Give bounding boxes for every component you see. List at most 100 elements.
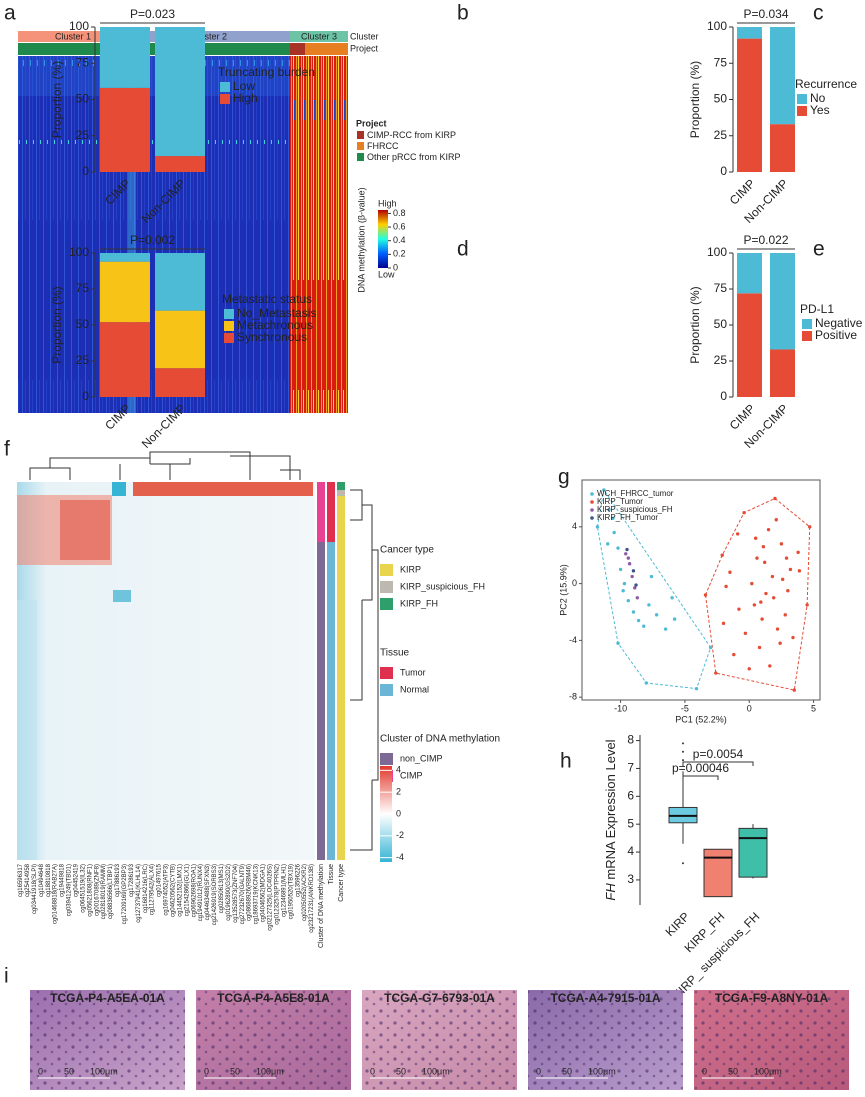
- cluster-hull: [704, 497, 811, 691]
- point: [773, 496, 777, 501]
- track-label: Cluster: [350, 31, 379, 41]
- outlier: [682, 750, 684, 753]
- y-tick-label: 0: [572, 578, 577, 588]
- legend-swatch: [797, 94, 807, 104]
- point: [737, 607, 741, 611]
- box: [703, 848, 733, 898]
- scale-label: 100μm: [422, 1066, 450, 1076]
- legend-title: Metastatic status: [222, 292, 312, 306]
- y-tick-label: 8: [627, 733, 634, 747]
- point: [752, 603, 757, 607]
- point: [602, 488, 606, 492]
- sample-label: TCGA-A4-7915-01A: [550, 991, 660, 1005]
- y-tick-label: -4: [569, 635, 577, 645]
- histology-texture: [694, 990, 849, 1090]
- bar-segment: [737, 38, 762, 172]
- bar-segment: [100, 261, 150, 323]
- legend-marker: [590, 508, 594, 512]
- point: [611, 516, 615, 521]
- heatmap-shade: [133, 482, 313, 496]
- y-tick-label: 0: [720, 389, 727, 403]
- bar-segment: [155, 253, 205, 311]
- legend-label: Other pRCC from KIRP: [367, 152, 461, 162]
- column-label: cg00167089(ZNF8): [94, 864, 100, 916]
- point: [779, 542, 784, 546]
- point: [714, 671, 718, 675]
- y-tick-label: 75: [714, 281, 728, 295]
- scale-label: 50: [562, 1066, 572, 1076]
- column-label: cg17886193: [115, 863, 121, 897]
- column-label: cg18693719(KCNK13): [254, 864, 260, 924]
- plot-frame: [581, 479, 821, 701]
- point: [621, 589, 625, 593]
- scale-label: 50: [396, 1066, 406, 1076]
- bar-segment: [100, 87, 150, 172]
- scale-label: 0: [38, 1066, 43, 1076]
- y-tick-label: 100: [69, 245, 89, 259]
- legend-label: KIRP_FH_Tumor: [597, 513, 658, 522]
- legend-label: Tumor: [400, 667, 426, 677]
- project-track: [290, 43, 305, 55]
- y-axis-label: Proportion (%): [688, 61, 702, 138]
- point: [732, 652, 736, 657]
- project-track: [305, 43, 348, 55]
- panel-label: b: [457, 2, 469, 25]
- cluster-label: Cluster 1: [55, 31, 91, 41]
- point: [743, 631, 748, 635]
- point: [626, 598, 631, 603]
- colorbar-high: High: [378, 198, 397, 208]
- column-label: cg16596317: [18, 863, 24, 897]
- x-tick-label: KIRP: [663, 909, 693, 939]
- p-value: P=0.034: [743, 7, 788, 21]
- column-label: cg01468818(RAB27A): [53, 864, 59, 924]
- column-label: cg14452152(LMX1): [177, 864, 183, 917]
- legend-swatch: [220, 82, 230, 92]
- point: [720, 553, 724, 557]
- sample-label: TCGA-P4-A5EA-01A: [50, 991, 165, 1005]
- y-axis-label-text: mRNA Expression Level: [603, 739, 618, 883]
- scale-label: 100μm: [90, 1066, 118, 1076]
- legend-swatch: [797, 106, 807, 116]
- point: [708, 645, 713, 650]
- point: [635, 596, 640, 600]
- y-axis-label: FH mRNA Expression Level: [603, 739, 618, 900]
- scale-label: 0: [536, 1066, 541, 1076]
- point: [747, 667, 751, 671]
- point: [703, 593, 708, 597]
- point: [631, 569, 636, 573]
- cpg-heatmap: [17, 451, 379, 860]
- legend-title: Project: [356, 118, 387, 128]
- legend-swatch: [802, 319, 812, 329]
- panel-label: c: [813, 2, 824, 25]
- point: [764, 591, 768, 596]
- column-label: cg04620562(CYTB): [171, 864, 177, 917]
- column-label: cg16814216(LRC): [143, 864, 149, 913]
- y-tick-label: 7: [627, 761, 634, 775]
- heatmap-shade: [60, 500, 110, 560]
- track-label: Tissue: [328, 864, 335, 884]
- y-tick-label: 50: [76, 317, 90, 331]
- panel-label: i: [4, 965, 9, 988]
- point: [694, 686, 699, 691]
- bar-segment: [737, 293, 762, 397]
- column-label: cg19449818: [60, 863, 66, 897]
- y-tick-label: 75: [76, 55, 90, 69]
- colorbar-tick-label: 0.6: [393, 221, 406, 231]
- y-tick-label: 50: [714, 92, 728, 106]
- point: [642, 624, 646, 628]
- column-label: cg01232578(PTPRN2): [274, 864, 280, 925]
- bar-segment: [155, 156, 205, 172]
- sample-label: TCGA-G7-6793-01A: [384, 991, 495, 1005]
- legend-label: No_Metastasis: [237, 306, 316, 320]
- panel-label: g: [558, 466, 570, 489]
- bar-segment: [100, 27, 150, 88]
- legend-label: KIRP: [400, 564, 421, 574]
- point: [595, 525, 600, 529]
- cancer-track: [337, 482, 345, 490]
- point: [768, 664, 772, 668]
- legend-label: KIRP_Tumor: [597, 497, 643, 506]
- colorbar-low: Low: [378, 269, 395, 279]
- column-label: cg13596226: [295, 863, 301, 897]
- legend-swatch: [220, 94, 230, 104]
- point: [771, 596, 776, 600]
